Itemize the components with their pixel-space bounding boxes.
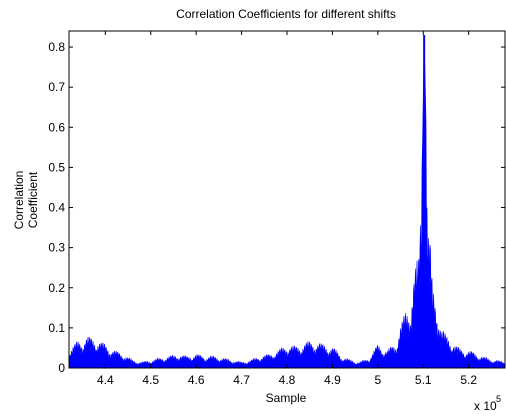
x-tick-label: 4.8 xyxy=(279,373,296,387)
x-tick-label: 5.1 xyxy=(415,373,432,387)
x-axis: 4.4 4.5 4.6 4.7 4.8 4.9 5 5.1 5.2 xyxy=(97,31,477,387)
y-tick-label: 0 xyxy=(58,361,65,375)
y-axis-label: Correlation Coefficient xyxy=(12,171,40,230)
chart-title: Correlation Coefficients for different s… xyxy=(176,7,396,21)
x-tick-label: 4.6 xyxy=(188,373,205,387)
x-tick-label: 4.9 xyxy=(324,373,341,387)
x-tick-label: 5.2 xyxy=(460,373,477,387)
y-tick-label: 0.1 xyxy=(48,321,65,335)
y-tick-label: 0.6 xyxy=(48,120,65,134)
y-axis-label-line-2: Coefficient xyxy=(26,171,40,228)
series-layer xyxy=(68,35,506,369)
y-tick-label: 0.3 xyxy=(48,241,65,255)
plot-area: 4.4 4.5 4.6 4.7 4.8 4.9 5 5.1 5.2 00.10.20.30.40… xyxy=(48,30,506,387)
plot-frame xyxy=(69,31,505,368)
y-tick-label: 0.2 xyxy=(48,281,65,295)
y-axis-label-line-1: Correlation xyxy=(12,171,26,230)
x-exponent-base: x 10 xyxy=(474,399,497,413)
y-tick-label: 0.7 xyxy=(48,80,65,94)
x-exponent-power: 5 xyxy=(496,394,501,404)
y-tick-label: 0.8 xyxy=(48,40,65,54)
y-tick-label: 0.5 xyxy=(48,160,65,174)
y-tick-label: 0.4 xyxy=(48,201,65,215)
correlation-series xyxy=(68,45,506,369)
y-axis: 0 0.1 0.2 0.3 0.4 0.5 0.6 0.7 0.8 xyxy=(48,40,505,375)
x-tick-label: 4.7 xyxy=(233,373,250,387)
x-axis-label: Sample xyxy=(266,391,307,405)
x-tick-label: 4.4 xyxy=(97,373,114,387)
x-tick-label: 4.5 xyxy=(142,373,159,387)
x-tick-label: 5 xyxy=(374,373,381,387)
x-exponent-label: x 10 5 xyxy=(474,394,501,413)
